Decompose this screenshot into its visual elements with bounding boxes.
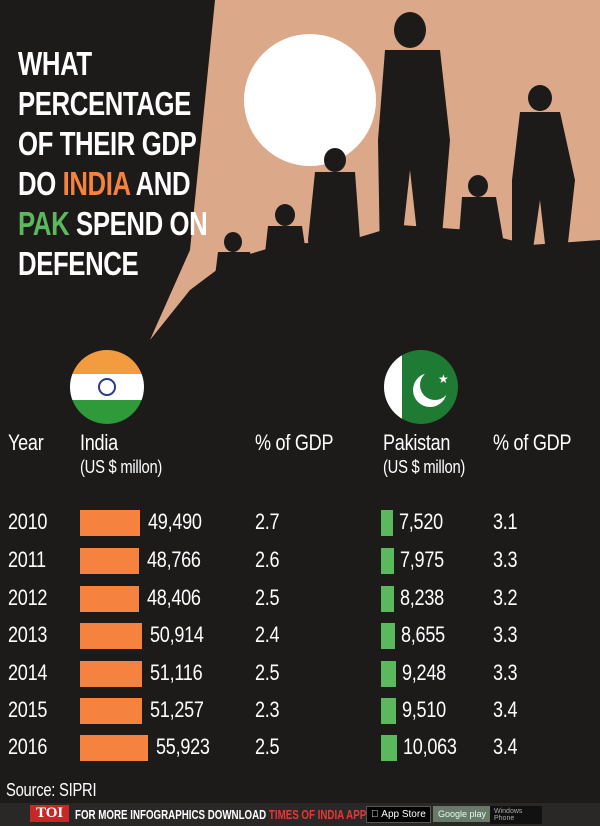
pakistan-spending-value: 10,063 [402,734,457,759]
year-label: 2011 [8,547,46,572]
india-gdp-percent: 2.7 [255,509,280,534]
app-store-label: App Store [371,809,425,820]
header-year: Year [8,430,44,455]
india-spending-bar [80,735,148,761]
pakistan-spending-bar [381,735,397,761]
pakistan-spending-value: 7,975 [399,547,444,572]
pakistan-gdp-percent: 3.4 [493,734,518,759]
pakistan-gdp-percent: 3.2 [493,585,518,610]
pakistan-gdp-percent: 3.3 [493,547,518,572]
google-play-badge[interactable]: Google play [433,806,492,822]
pakistan-gdp-percent: 3.3 [493,622,518,647]
pakistan-spending-value: 9,248 [401,660,446,685]
india-gdp-percent: 2.4 [255,622,280,647]
footer-promo: FOR MORE INFOGRAPHICS DOWNLOAD [75,807,269,822]
india-spending-value: 48,406 [146,585,201,610]
hero-image: WHAT PERCENTAGE OF THEIR GDP DO INDIA AN… [0,0,600,340]
soldiers-silhouette-illustration [150,0,600,340]
title-text: SPEND ON [69,205,208,242]
pakistan-spending-bar [381,586,394,612]
india-gdp-percent: 2.6 [255,547,280,572]
title-text: AND [129,165,191,202]
india-gdp-percent: 2.5 [255,660,280,685]
india-spending-bar [80,623,142,649]
infographic-title: WHAT PERCENTAGE OF THEIR GDP DO INDIA AN… [18,44,208,284]
title-india: INDIA [62,165,131,202]
header-pakistan-unit: (US $ millon) [383,457,466,477]
windows-phone-badge[interactable]: Windows Phone [490,806,542,824]
toi-logo: TOI [30,805,70,822]
year-label: 2013 [8,622,48,647]
india-spending-bar [80,510,140,536]
title-line: DEFENCE [18,245,139,282]
footer-banner: TOI FOR MORE INFOGRAPHICS DOWNLOAD TIMES… [0,803,600,826]
india-spending-value: 49,490 [148,509,202,534]
header-india-gdp: % of GDP [255,430,334,455]
pakistan-spending-value: 8,238 [399,585,444,610]
pakistan-spending-value: 9,510 [401,697,446,722]
title-line: PERCENTAGE [18,85,191,122]
windows-phone-label: Windows Phone [494,808,523,822]
india-spending-value: 50,914 [149,622,204,647]
pakistan-spending-bar [381,510,393,536]
pakistan-gdp-percent: 3.4 [493,697,518,722]
header-pakistan: Pakistan [383,430,451,455]
pakistan-spending-bar [381,548,394,574]
app-store-badge[interactable]:  App Store [366,806,431,823]
india-spending-bar [80,661,142,687]
title-pak: PAK [18,205,70,242]
title-line: WHAT [18,45,92,82]
title-line: PAK SPEND ON [18,204,208,244]
header-pakistan-gdp: % of GDP [493,430,572,455]
pakistan-gdp-percent: 3.1 [493,509,518,534]
india-flag-icon [70,350,144,424]
footer-text: FOR MORE INFOGRAPHICS DOWNLOAD TIMES OF … [75,807,366,822]
india-spending-bar [80,698,143,724]
title-text: DO [18,165,63,202]
india-spending-value: 51,257 [150,697,204,722]
india-spending-value: 48,766 [147,547,201,572]
footer-app-name: TIMES OF INDIA APP [268,807,367,822]
title-line: OF THEIR GDP [18,125,197,162]
year-label: 2012 [8,585,48,610]
year-label: 2015 [8,697,48,722]
pakistan-spending-bar [381,623,395,649]
title-line: DO INDIA AND [18,164,207,204]
header-india: India [80,430,118,455]
india-spending-bar [80,548,140,574]
year-label: 2010 [8,509,48,534]
pakistan-spending-value: 7,520 [398,509,443,534]
year-label: 2014 [8,660,48,685]
india-spending-bar [80,586,139,612]
india-gdp-percent: 2.5 [255,585,280,610]
header-india-unit: (US $ millon) [80,457,163,477]
source-note: Source: SIPRI [6,780,97,800]
india-gdp-percent: 2.3 [255,697,280,722]
india-spending-value: 55,923 [155,734,210,759]
pakistan-spending-value: 8,655 [400,622,445,647]
pakistan-flag-icon: ★ [384,350,458,424]
svg-text:★: ★ [438,372,449,386]
year-label: 2016 [8,734,48,759]
pakistan-spending-bar [381,698,396,724]
pakistan-gdp-percent: 3.3 [493,660,518,685]
india-gdp-percent: 2.5 [255,734,280,759]
india-spending-value: 51,116 [149,660,203,685]
google-play-label: Google play [438,809,487,819]
pakistan-spending-bar [381,661,396,687]
